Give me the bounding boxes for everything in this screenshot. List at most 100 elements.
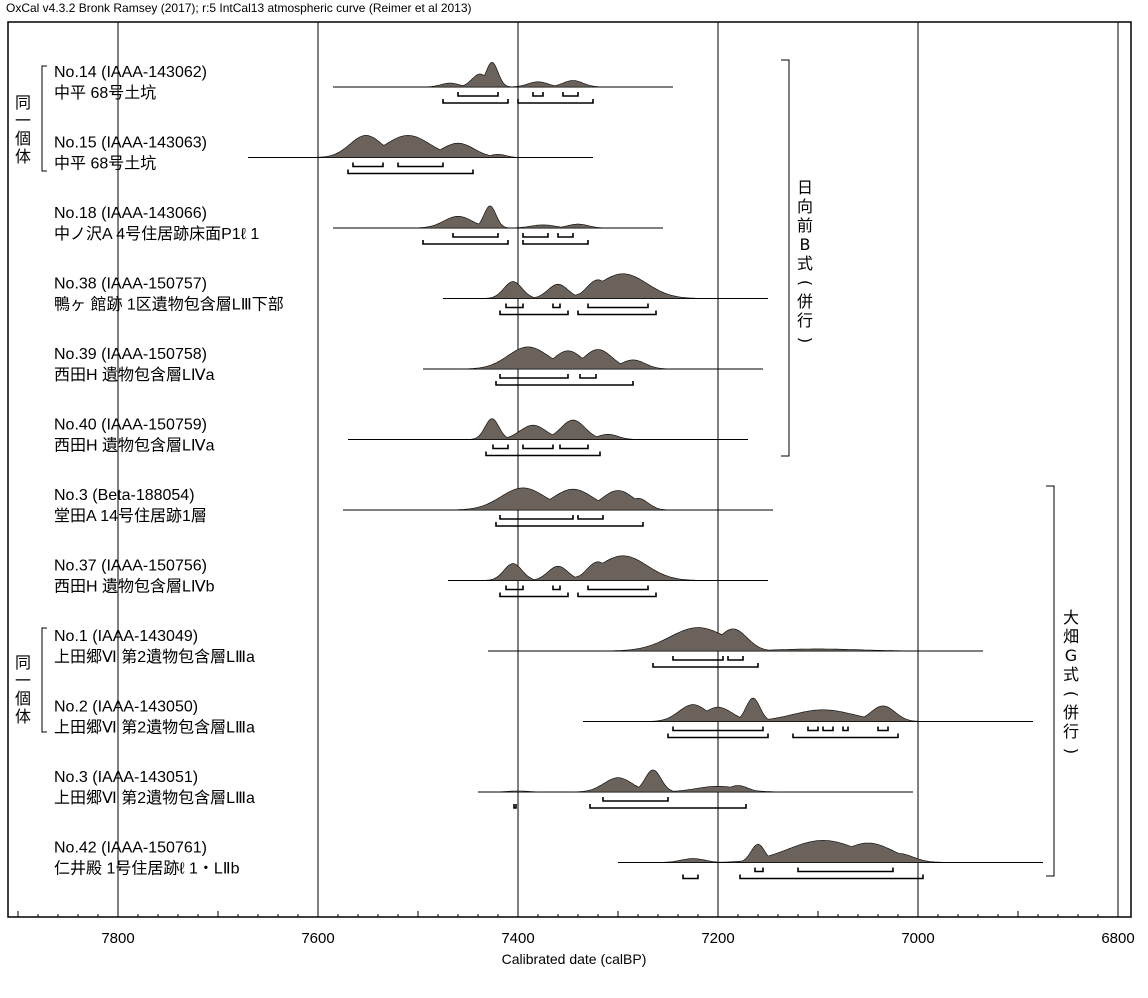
hinata-group-label: 併 [797, 292, 813, 311]
probability-distribution [248, 135, 593, 158]
same-individual-label: 同 [15, 653, 31, 672]
sigma1-range-bracket [727, 656, 744, 661]
sigma1-range-bracket [587, 585, 649, 591]
sample-site-label: 中平 68号土坑 [54, 155, 156, 173]
sample-site-label: 西田H 遺物包含層LⅣa [54, 437, 215, 455]
sigma1-range-bracket [522, 444, 554, 450]
sample-id-label: No.39 (IAAA-150758) [54, 346, 207, 363]
sample-site-label: 上田郷Ⅵ 第2遺物包含層LⅢa [54, 648, 255, 666]
ohata-group-label: 式 [1063, 665, 1079, 684]
sigma1-range-bracket [499, 374, 569, 379]
probability-distribution [448, 555, 768, 581]
sigma1-range-bracket [672, 656, 724, 661]
probability-distribution [488, 627, 983, 652]
sample-site-label: 鴨ヶ 館跡 1区遺物包含層LⅢ下部 [54, 296, 284, 314]
sigma1-range-bracket [807, 726, 819, 732]
sample-site-label: 堂田A 14号住居跡1層 [54, 507, 207, 525]
sigma2-range-bracket [485, 451, 601, 457]
sample-id-label: No.14 (IAAA-143062) [54, 64, 207, 81]
sigma2-range-bracket [577, 310, 657, 316]
chart-credit: OxCal v4.3.2 Bronk Ramsey (2017); r:5 In… [6, 1, 472, 15]
same-individual-label: 一 [15, 671, 31, 690]
sigma1-range-bracket [505, 585, 524, 591]
hinata-group-label: B [800, 235, 811, 254]
sigma1-range-bracket [532, 92, 544, 97]
probability-distribution [583, 697, 1033, 722]
sigma2-range-bracket [517, 99, 594, 104]
ohata-group-label: G [1065, 646, 1077, 665]
hinata-group-label: ) [796, 337, 815, 343]
sample-id-label: No.15 (IAAA-143063) [54, 135, 207, 152]
sigma1-range-bracket [842, 726, 849, 732]
sample-id-label: No.1 (IAAA-143049) [54, 628, 198, 645]
sigma1-range-bracket [499, 515, 574, 520]
same-individual-label: 同 [15, 93, 31, 112]
x-tick-label: 7000 [901, 930, 934, 947]
sample-id-label: No.3 (Beta-188054) [54, 487, 195, 504]
sigma1-range-bracket [562, 92, 579, 97]
sigma1-range-bracket [797, 867, 894, 873]
sigma1-range-bracket [492, 444, 509, 450]
x-tick-label: 7600 [301, 930, 334, 947]
sample-site-label: 西田H 遺物包含層LⅣb [54, 578, 215, 596]
sample-id-label: No.18 (IAAA-143066) [54, 205, 207, 222]
probability-distribution [618, 840, 1043, 863]
sample-site-label: 中平 68号土坑 [54, 84, 156, 102]
sample-id-label: No.38 (IAAA-150757) [54, 276, 207, 293]
sigma2-range-bracket [442, 99, 509, 104]
sigma1-range-bracket [587, 303, 649, 309]
sigma2-range-bracket [522, 240, 589, 245]
sigma2-range-bracket [347, 169, 474, 175]
sample-id-label: No.40 (IAAA-150759) [54, 417, 207, 434]
sigma1-range-bracket [559, 444, 589, 450]
sigma2-range-bracket [422, 240, 509, 245]
probability-distribution [478, 769, 913, 793]
sigma2-range-bracket [495, 522, 644, 527]
sample-site-label: 西田H 遺物包含層LⅣa [54, 366, 215, 384]
ohata-group-label: 大 [1063, 608, 1079, 627]
sigma1-range-bracket [452, 233, 499, 238]
hinata-group-bracket [781, 59, 790, 457]
sample-id-label: No.2 (IAAA-143050) [54, 699, 198, 716]
probability-distribution [333, 205, 663, 229]
plot-frame [7, 21, 1132, 918]
sigma2-range-bracket [499, 310, 569, 316]
hinata-group-label: 前 [797, 216, 813, 235]
x-tick-label: 6800 [1101, 930, 1134, 947]
sample-site-label: 上田郷Ⅵ 第2遺物包含層LⅢa [54, 719, 255, 737]
sigma1-range-bracket [552, 303, 561, 309]
sigma2-range-bracket [499, 592, 569, 598]
same-individual-bracket [41, 627, 47, 733]
sample-id-label: No.3 (IAAA-143051) [54, 769, 198, 786]
ohata-group-label: ( [1062, 691, 1081, 697]
ohata-group-label: 行 [1063, 722, 1079, 741]
sigma2-range-bracket [652, 663, 759, 668]
hinata-group-label: 日 [797, 178, 813, 197]
same-individual-label: 一 [15, 111, 31, 130]
sigma1-range-bracket [672, 726, 764, 732]
ohata-group-label: 併 [1063, 703, 1079, 722]
sigma2-range-bracket [682, 874, 699, 880]
x-tick-label: 7800 [101, 930, 134, 947]
sigma1-range-bracket [522, 233, 549, 238]
sigma2-range-bracket [667, 733, 769, 739]
probability-distribution [423, 346, 763, 370]
sigma1-range-bracket [457, 92, 499, 97]
sigma1-range-bracket [557, 233, 574, 238]
hinata-group-label: ( [796, 280, 815, 286]
sample-id-label: No.42 (IAAA-150761) [54, 840, 207, 857]
sigma1-range-bracket [552, 585, 561, 591]
hinata-group-label: 向 [797, 197, 813, 216]
x-tick-label: 7400 [501, 930, 534, 947]
probability-distribution [343, 487, 773, 511]
sigma1-range-bracket [397, 162, 444, 168]
sigma2-range-bracket [513, 804, 517, 809]
sigma1-range-bracket [505, 303, 524, 309]
ohata-group-label: 畑 [1063, 627, 1079, 646]
sigma2-range-bracket [792, 733, 899, 739]
sigma1-range-bracket [579, 374, 597, 379]
sigma1-range-bracket [822, 726, 834, 732]
sample-site-label: 仁井殿 1号住居跡ℓ 1・LⅡb [54, 860, 240, 878]
